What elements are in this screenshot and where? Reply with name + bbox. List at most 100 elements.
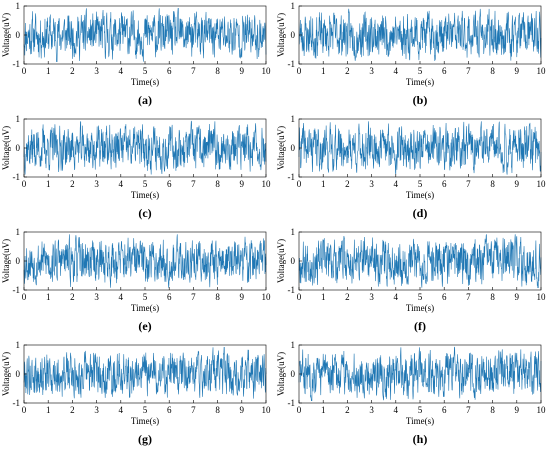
x-tick-label: 4 [394,179,399,189]
x-tick-label: 1 [321,179,326,189]
x-tick-label: 8 [490,292,495,302]
y-axis-label: Voltage(uV) [276,239,286,283]
x-tick-label: 4 [394,405,399,415]
x-tick-label: 4 [394,292,399,302]
x-axis-label: Time(s) [406,190,434,200]
x-tick-label: 1 [46,66,51,76]
panel-label: (e) [138,319,151,333]
x-tick-label: 10 [262,292,272,302]
y-tick-label: 0 [16,369,21,379]
x-tick-label: 8 [490,179,495,189]
x-tick-label: 0 [297,405,302,415]
x-tick-label: 10 [537,405,547,415]
y-tick-label: 1 [16,340,21,350]
x-tick-label: 0 [22,405,27,415]
panel-label: (b) [413,93,428,107]
y-tick-label: 0 [291,369,296,379]
x-tick-label: 7 [466,66,471,76]
y-tick-label: 1 [16,227,21,237]
x-tick-label: 6 [167,405,172,415]
y-axis-label: Voltage(uV) [1,126,11,170]
x-tick-label: 10 [537,179,547,189]
x-tick-label: 8 [215,66,220,76]
x-tick-label: 0 [22,66,27,76]
panel-label: (h) [413,432,428,446]
y-tick-label: -1 [288,59,296,69]
y-tick-label: -1 [288,398,296,408]
x-axis-label: Time(s) [131,190,159,200]
x-tick-label: 9 [240,405,245,415]
x-axis-label: Time(s) [406,303,434,313]
x-tick-label: 8 [490,66,495,76]
x-tick-label: 2 [70,66,75,76]
x-tick-label: 2 [70,292,75,302]
x-tick-label: 8 [215,292,220,302]
x-tick-label: 9 [240,179,245,189]
x-tick-label: 9 [515,405,520,415]
x-tick-label: 7 [191,292,196,302]
y-tick-label: 1 [291,1,296,11]
x-axis-label: Time(s) [406,416,434,426]
x-tick-label: 1 [321,405,326,415]
y-tick-label: -1 [288,172,296,182]
x-tick-label: 7 [191,179,196,189]
x-tick-label: 6 [167,179,172,189]
x-tick-label: 6 [442,405,447,415]
x-tick-label: 0 [22,292,27,302]
y-tick-label: 1 [291,340,296,350]
y-axis-label: Voltage(uV) [1,13,11,57]
x-tick-label: 3 [369,405,374,415]
y-tick-label: 0 [291,143,296,153]
y-axis-label: Voltage(uV) [276,126,286,170]
series-line [23,120,267,175]
panel-h: 0 1 2 3 4 5 6 7 8 9 10 -1 0 1 Time(s) Voltage(uV) (h) [275,339,550,452]
x-tick-label: 0 [297,66,302,76]
y-axis-label: Voltage(uV) [276,352,286,396]
x-tick-label: 9 [515,292,520,302]
series-line [298,121,542,175]
panel-label: (d) [413,206,428,220]
x-tick-label: 1 [46,405,51,415]
y-axis-label: Voltage(uV) [1,352,11,396]
x-tick-label: 4 [119,179,124,189]
x-tick-label: 5 [418,179,423,189]
x-tick-label: 4 [119,292,124,302]
panel-c: 0 1 2 3 4 5 6 7 8 9 10 -1 0 1 Time(s) Voltage(uV) (c) [0,113,275,226]
series-line [23,8,267,62]
series-line [23,347,267,399]
series-line [23,234,267,288]
y-tick-label: -1 [288,285,296,295]
x-tick-label: 3 [94,66,99,76]
y-tick-label: 1 [16,114,21,124]
x-axis-label: Time(s) [131,416,159,426]
x-tick-label: 5 [418,66,423,76]
panel-a: 0 1 2 3 4 5 6 7 8 9 10 -1 0 1 Time(s) Voltage(uV) (a) [0,0,275,113]
x-tick-label: 6 [442,179,447,189]
x-tick-label: 8 [215,405,220,415]
y-tick-label: 0 [291,256,296,266]
x-tick-label: 0 [22,179,27,189]
y-tick-label: -1 [13,398,21,408]
y-tick-label: -1 [13,59,21,69]
y-tick-label: 0 [291,30,296,40]
x-tick-label: 6 [167,292,172,302]
panel-g: 0 1 2 3 4 5 6 7 8 9 10 -1 0 1 Time(s) Voltage(uV) (g) [0,339,275,452]
x-tick-label: 5 [143,405,148,415]
x-tick-label: 8 [490,405,495,415]
x-tick-label: 10 [262,66,272,76]
x-tick-label: 2 [345,405,350,415]
panel-label: (c) [138,206,151,220]
x-tick-label: 5 [143,179,148,189]
x-tick-label: 2 [345,66,350,76]
x-tick-label: 1 [46,179,51,189]
y-axis-label: Voltage(uV) [1,239,11,283]
y-tick-label: 1 [16,1,21,11]
panel-e: 0 1 2 3 4 5 6 7 8 9 10 -1 0 1 Time(s) Voltage(uV) (e) [0,226,275,339]
x-tick-label: 1 [321,292,326,302]
x-tick-label: 7 [466,405,471,415]
